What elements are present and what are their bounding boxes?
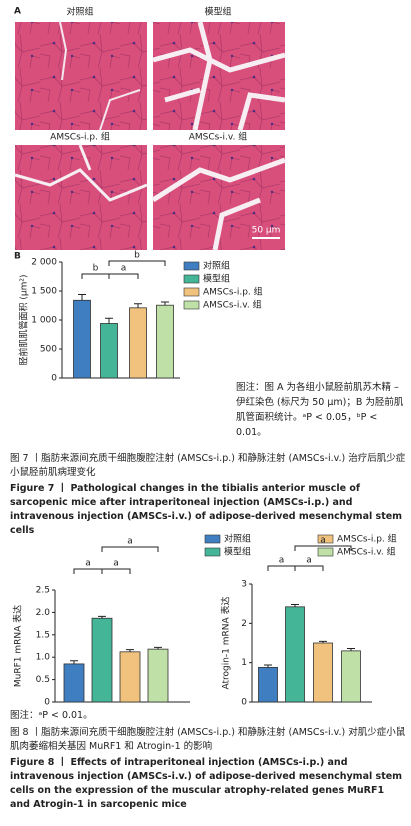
image-label: 对照组	[66, 6, 93, 18]
bar	[285, 606, 305, 703]
image-label: 模型组	[204, 6, 231, 18]
error-bar	[134, 303, 142, 308]
significance-label: a	[279, 556, 285, 566]
micrograph	[15, 21, 147, 131]
y-tick-label: 2.5	[36, 586, 50, 596]
y-tick-label: 2	[241, 619, 247, 629]
bar	[129, 307, 147, 379]
figure-note: 图注：图 A 为各组小鼠胫前肌苏木精 – 伊红染色 (标尺为 50 μm)；B …	[236, 382, 404, 438]
y-tick-label: 1.0	[36, 653, 51, 663]
significance-bracket	[294, 545, 352, 551]
error-bar	[154, 646, 162, 650]
legend-label: AMSCs-i.p. 组	[337, 533, 397, 545]
error-bar	[347, 648, 355, 651]
bar	[147, 648, 169, 703]
micrograph	[14, 144, 148, 250]
legend-label: 模型组	[224, 546, 251, 558]
significance-bracket	[101, 546, 159, 552]
panel-label: A	[14, 7, 21, 17]
y-tick-label: 3	[241, 580, 247, 590]
y-axis-label: MuRF1 mRNA 表达	[12, 605, 24, 687]
caption-cn: 图 8 丨脂肪来源间充质干细胞腹腔注射 (AMSCs-i.p.) 和静脉注射 (…	[10, 727, 406, 752]
bar	[119, 651, 141, 703]
bar	[63, 663, 85, 703]
y-axis-label: 胫前肌肌管面积 (μm²)	[18, 275, 30, 366]
error-bar	[105, 317, 113, 324]
y-tick-label: 1 000	[31, 316, 57, 326]
significance-label: a	[121, 264, 127, 274]
micrograph	[151, 145, 286, 251]
error-bar	[126, 649, 134, 652]
error-bar	[319, 640, 327, 643]
bar	[91, 617, 113, 703]
y-tick-label: 2 000	[31, 258, 57, 268]
scale-bar-label: 50 μm	[252, 226, 281, 236]
legend-swatch	[183, 274, 200, 284]
y-tick-label: 0	[241, 698, 247, 708]
significance-label: a	[127, 537, 133, 547]
legend-swatch	[317, 534, 334, 544]
error-bar	[264, 664, 272, 668]
error-bar	[70, 660, 78, 664]
legend-swatch	[204, 534, 221, 544]
legend-label: 对照组	[203, 260, 230, 272]
image-label: AMSCs-i.v. 组	[189, 131, 248, 143]
legend-label: 对照组	[224, 533, 251, 545]
legend-label: 模型组	[203, 273, 230, 285]
legend-swatch	[183, 287, 200, 297]
error-bar	[98, 615, 106, 619]
bar	[100, 323, 118, 379]
error-bar	[291, 603, 299, 607]
significance-bracket	[108, 260, 166, 266]
error-bar	[78, 293, 86, 301]
significance-label: a	[306, 556, 312, 566]
y-tick-label: 1 500	[31, 287, 57, 297]
significance-bracket	[108, 273, 139, 279]
significance-bracket	[73, 568, 103, 574]
y-tick-label: 0	[51, 374, 57, 384]
bar	[156, 304, 174, 379]
significance-bracket	[101, 568, 131, 574]
y-tick-label: 0.5	[36, 675, 50, 685]
significance-label: a	[113, 559, 119, 569]
figure-note: 图注：ᵃP < 0.01。	[10, 710, 93, 721]
caption-en: Figure 7 丨 Pathological changes in the t…	[10, 483, 403, 536]
legend-swatch	[317, 547, 334, 557]
legend-swatch	[183, 261, 200, 271]
significance-label: b	[93, 264, 99, 274]
significance-bracket	[81, 273, 110, 279]
significance-bracket	[294, 565, 324, 571]
significance-label: a	[320, 536, 326, 546]
bar	[73, 299, 91, 379]
y-tick-label: 1	[241, 658, 247, 668]
legend-label: AMSCs-i.v. 组	[337, 546, 396, 558]
caption-en: Figure 8 丨 Effects of intraperitoneal in…	[10, 757, 403, 810]
significance-label: a	[85, 559, 91, 569]
bar	[313, 642, 333, 703]
significance-bracket	[267, 565, 296, 571]
micrograph	[152, 21, 286, 131]
error-bar	[161, 301, 169, 306]
image-label: AMSCs-i.p. 组	[50, 131, 110, 143]
y-tick-label: 0	[44, 698, 50, 708]
legend-label: AMSCs-i.p. 组	[203, 286, 263, 298]
bar	[341, 650, 361, 703]
significance-label: b	[134, 251, 140, 261]
y-tick-label: 1.5	[36, 630, 50, 640]
bar	[258, 666, 278, 703]
y-tick-label: 500	[40, 345, 57, 355]
panel-label: B	[14, 252, 21, 262]
legend-swatch	[204, 547, 221, 557]
y-axis-label: Atrogin-1 mRNA 表达	[220, 596, 232, 689]
y-tick-label: 2.0	[36, 608, 51, 618]
legend-swatch	[183, 300, 200, 310]
caption-cn: 图 7 丨脂肪来源间充质干细胞腹腔注射 (AMSCs-i.p.) 和静脉注射 (…	[10, 453, 406, 478]
legend-label: AMSCs-i.v. 组	[203, 299, 262, 311]
